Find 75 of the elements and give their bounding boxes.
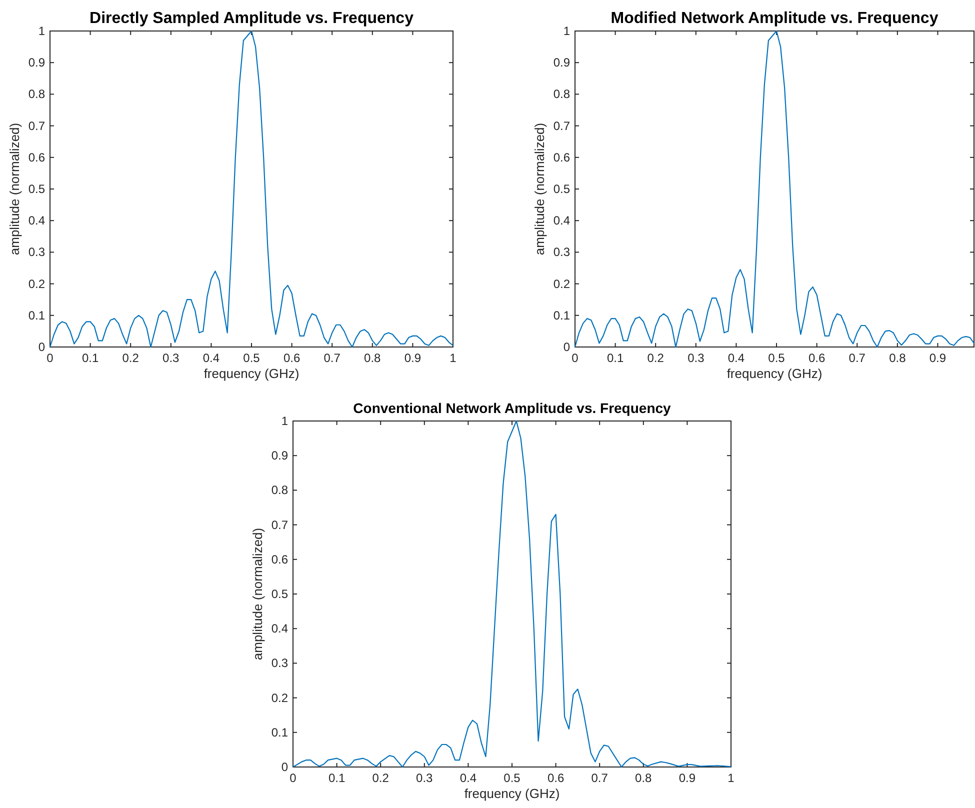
- y-tick-label: 0.6: [28, 150, 46, 164]
- x-tick-label: 0.9: [929, 351, 946, 365]
- y-tick-label: 1: [563, 24, 570, 38]
- y-tick-label: 0.1: [271, 725, 288, 740]
- y-tick-label: 0.2: [553, 276, 570, 291]
- y-tick-label: 0.6: [553, 150, 570, 164]
- y-tick-label: 0.7: [553, 118, 570, 133]
- y-tick-label: 0.9: [271, 448, 288, 463]
- chart-title: Modified Network Amplitude vs. Frequency: [610, 10, 938, 27]
- y-tick-label: 0.7: [28, 118, 46, 133]
- y-tick-label: 0.1: [553, 308, 570, 322]
- x-tick-label: 0.2: [122, 351, 140, 365]
- line-series: [574, 30, 975, 348]
- x-tick-label: 0.2: [372, 771, 390, 785]
- y-tick-label: 0: [38, 340, 46, 354]
- y-tick-label: 0: [563, 340, 570, 354]
- x-tick-label: 0.9: [678, 771, 696, 785]
- y-tick-label: 0.8: [271, 483, 288, 498]
- y-axis-title: amplitude (normalized): [250, 528, 265, 660]
- y-axis-title: amplitude (normalized): [7, 122, 22, 256]
- x-tick-label: 0: [290, 771, 297, 785]
- y-tick-label: 0.1: [28, 308, 46, 322]
- line-series: [49, 30, 454, 348]
- x-tick-label: 0: [46, 351, 54, 365]
- x-tick-label: 0.1: [328, 771, 346, 785]
- chart-title: Conventional Network Amplitude vs. Frequency: [353, 400, 672, 416]
- y-tick-label: 0.7: [271, 518, 288, 532]
- line-series: [292, 420, 732, 768]
- x-tick-label: 0.1: [82, 351, 99, 365]
- x-tick-label: 0.7: [848, 351, 866, 365]
- y-tick-label: 1: [38, 24, 46, 38]
- x-tick-label: 0.4: [728, 351, 745, 365]
- x-tick-label: 1: [728, 771, 735, 785]
- x-tick-label: 0.9: [404, 351, 422, 365]
- y-tick-label: 0.9: [553, 56, 570, 70]
- x-tick-label: 0.6: [808, 351, 826, 365]
- x-tick-label: 0.3: [162, 351, 180, 365]
- x-axis-title: frequency (GHz): [726, 366, 822, 381]
- y-tick-label: 0.2: [28, 276, 46, 291]
- y-tick-label: 0.8: [28, 87, 46, 102]
- x-tick-label: 0.3: [416, 771, 434, 785]
- x-tick-label: 0.7: [591, 771, 608, 785]
- y-tick-label: 0.2: [271, 690, 288, 705]
- y-tick-label: 0.5: [271, 587, 288, 601]
- chart-title: Directly Sampled Amplitude vs. Frequency: [90, 10, 414, 27]
- x-tick-label: 0.1: [606, 351, 624, 365]
- y-tick-label: 0.4: [28, 214, 46, 228]
- y-axis-title: amplitude (normalized): [532, 122, 547, 256]
- y-tick-label: 0.5: [28, 182, 46, 196]
- y-tick-label: 0.4: [271, 622, 288, 636]
- y-tick-label: 0.5: [553, 182, 570, 196]
- x-tick-label: 0.8: [635, 771, 652, 785]
- x-tick-label: 0.8: [364, 351, 382, 365]
- y-tick-label: 0.3: [28, 245, 46, 260]
- y-tick-label: 1: [281, 414, 288, 428]
- x-axis-title: frequency (GHz): [464, 786, 560, 801]
- x-tick-label: 0.7: [324, 351, 341, 365]
- y-tick-label: 0.3: [553, 245, 570, 260]
- x-tick-label: 0: [572, 351, 579, 365]
- y-tick-label: 0.4: [553, 214, 570, 228]
- y-tick-label: 0.9: [28, 56, 46, 70]
- x-tick-label: 1: [450, 351, 457, 365]
- x-tick-label: 0.2: [647, 351, 664, 365]
- y-tick-label: 0.3: [271, 656, 288, 670]
- y-tick-label: 0.6: [271, 552, 288, 566]
- x-tick-label: 0.5: [243, 351, 260, 365]
- x-tick-label: 0.8: [889, 351, 906, 365]
- x-tick-label: 0.3: [688, 351, 705, 365]
- y-tick-label: 0.8: [553, 87, 570, 102]
- x-axis-title: frequency (GHz): [204, 366, 300, 381]
- x-tick-label: 0.4: [460, 771, 477, 785]
- x-tick-label: 0.4: [202, 351, 220, 365]
- x-tick-label: 0.5: [768, 351, 786, 365]
- x-tick-label: 0.5: [504, 771, 521, 785]
- y-tick-label: 0: [281, 760, 288, 774]
